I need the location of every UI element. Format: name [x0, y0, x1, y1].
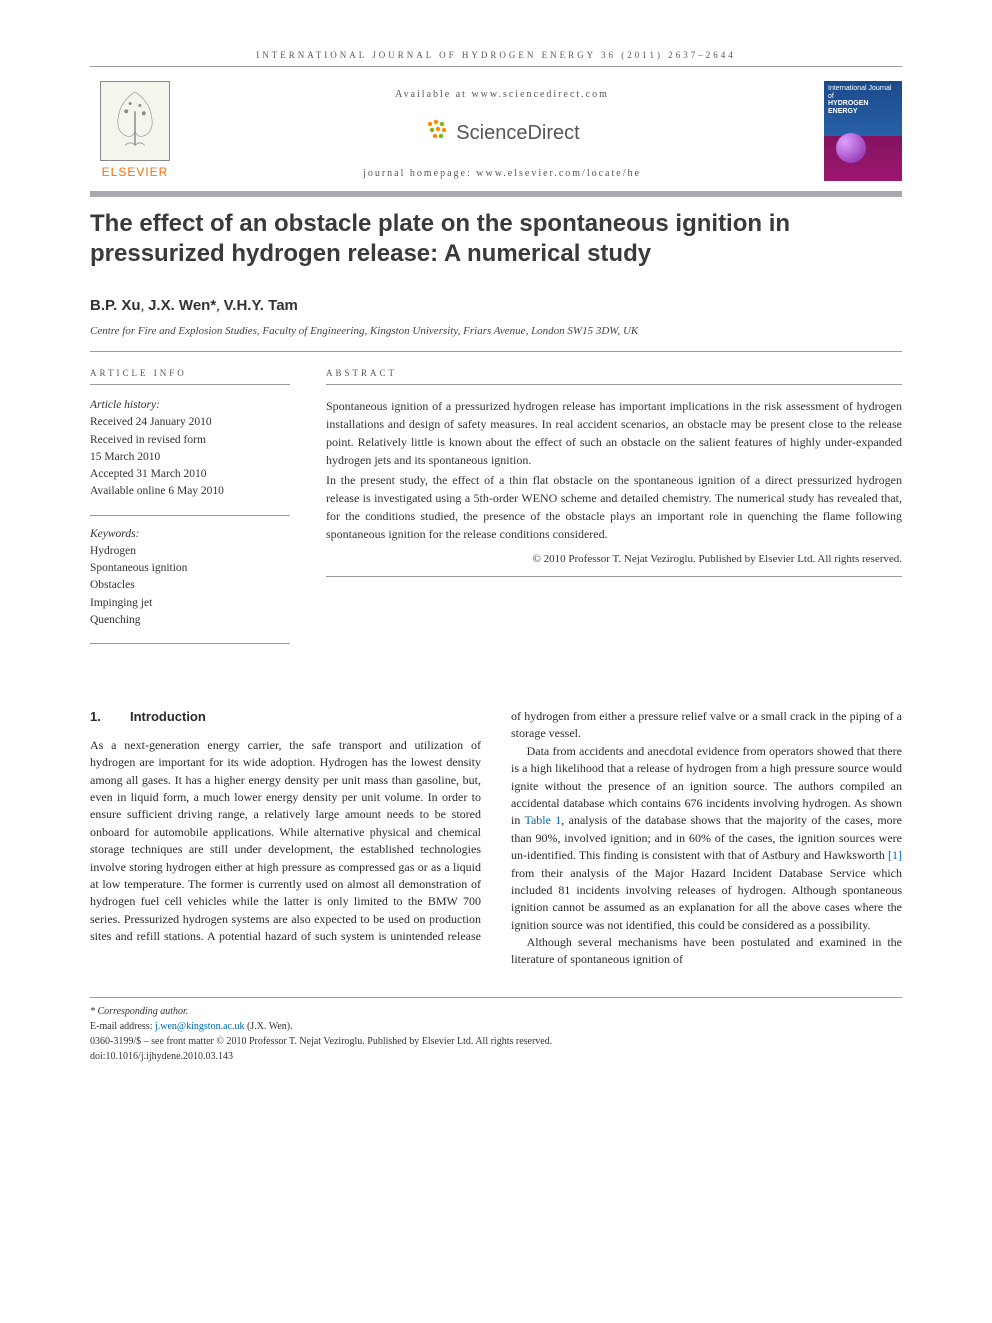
- accepted-date: Accepted 31 March 2010: [90, 466, 290, 483]
- cover-line3: ENERGY: [828, 108, 898, 116]
- title-bar: [90, 191, 902, 197]
- revised-label: Received in revised form: [90, 432, 290, 449]
- revised-date: 15 March 2010: [90, 449, 290, 466]
- info-abstract-row: ARTICLE INFO Article history: Received 2…: [90, 368, 902, 648]
- available-at-text: Available at www.sciencedirect.com: [180, 89, 824, 100]
- author-2: J.X. Wen: [148, 297, 210, 314]
- author-2-corr-mark: *: [210, 297, 216, 314]
- keyword-1: Hydrogen: [90, 543, 290, 560]
- received-date: Received 24 January 2010: [90, 414, 290, 431]
- section-1-title: Introduction: [130, 709, 206, 724]
- sciencedirect-dots-icon: [424, 118, 450, 148]
- abstract-heading: ABSTRACT: [326, 368, 902, 385]
- sciencedirect-wordmark: ScienceDirect: [456, 122, 579, 145]
- article-info: ARTICLE INFO Article history: Received 2…: [90, 368, 290, 648]
- keywords-block: Keywords: Hydrogen Spontaneous ignition …: [90, 526, 290, 630]
- rule-below-keywords: [90, 643, 290, 644]
- sciencedirect-logo: ScienceDirect: [424, 118, 579, 148]
- author-3: V.H.Y. Tam: [224, 297, 298, 314]
- body-p2c: from their analysis of the Major Hazard …: [511, 866, 902, 932]
- abstract-body: Spontaneous ignition of a pressurized hy…: [326, 397, 902, 568]
- header-center: Available at www.sciencedirect.com Scien…: [180, 81, 824, 179]
- email-line: E-mail address: j.wen@kingston.ac.uk (J.…: [90, 1019, 902, 1034]
- abstract-copyright: © 2010 Professor T. Nejat Veziroglu. Pub…: [326, 551, 902, 568]
- body-p3: Although several mechanisms have been po…: [511, 934, 902, 969]
- body-p2b: , analysis of the database shows that th…: [511, 813, 902, 862]
- elsevier-tree-icon: [100, 81, 170, 161]
- article-history: Article history: Received 24 January 201…: [90, 397, 290, 501]
- history-label: Article history:: [90, 397, 290, 414]
- journal-header: INTERNATIONAL JOURNAL OF HYDROGEN ENERGY…: [90, 50, 902, 67]
- citation-1-link[interactable]: [1]: [888, 848, 902, 862]
- authors-line: B.P. Xu, J.X. Wen*, V.H.Y. Tam: [90, 297, 902, 315]
- abstract: ABSTRACT Spontaneous ignition of a press…: [326, 368, 902, 648]
- rule-above-info: [90, 351, 902, 352]
- body-text: 1.Introduction As a next-generation ener…: [90, 708, 902, 969]
- issn-line: 0360-3199/$ – see front matter © 2010 Pr…: [90, 1034, 902, 1049]
- email-who: (J.X. Wen).: [244, 1021, 292, 1032]
- header-banner: ELSEVIER Available at www.sciencedirect.…: [90, 81, 902, 181]
- corresponding-author: * Corresponding author.: [90, 1004, 902, 1019]
- footer: * Corresponding author. E-mail address: …: [90, 997, 902, 1064]
- homepage-text: journal homepage: www.elsevier.com/locat…: [180, 168, 824, 179]
- elsevier-wordmark: ELSEVIER: [102, 165, 169, 179]
- body-p2: Data from accidents and anecdotal eviden…: [511, 743, 902, 934]
- keyword-2: Spontaneous ignition: [90, 560, 290, 577]
- article-info-heading: ARTICLE INFO: [90, 368, 290, 385]
- keyword-4: Impinging jet: [90, 595, 290, 612]
- email-label: E-mail address:: [90, 1021, 155, 1032]
- cover-line2: HYDROGEN: [828, 100, 898, 108]
- keyword-3: Obstacles: [90, 577, 290, 594]
- elsevier-logo: ELSEVIER: [90, 81, 180, 179]
- keyword-5: Quenching: [90, 612, 290, 629]
- abstract-p2: In the present study, the effect of a th…: [326, 471, 902, 543]
- section-1-heading: 1.Introduction: [90, 708, 481, 727]
- table-1-link[interactable]: Table 1: [524, 813, 561, 827]
- author-1: B.P. Xu: [90, 297, 141, 314]
- doi-line: doi:10.1016/j.ijhydene.2010.03.143: [90, 1049, 902, 1064]
- cover-sphere-icon: [836, 133, 866, 163]
- keywords-label: Keywords:: [90, 526, 290, 543]
- cover-line1: International Journal of: [828, 85, 898, 100]
- online-date: Available online 6 May 2010: [90, 483, 290, 500]
- affiliation: Centre for Fire and Explosion Studies, F…: [90, 325, 902, 337]
- rule-below-abstract: [326, 576, 902, 577]
- journal-cover-thumbnail: International Journal of HYDROGEN ENERGY: [824, 81, 902, 181]
- email-link[interactable]: j.wen@kingston.ac.uk: [155, 1021, 244, 1032]
- abstract-p1: Spontaneous ignition of a pressurized hy…: [326, 397, 902, 469]
- section-1-number: 1.: [90, 708, 130, 727]
- rule-keywords: [90, 515, 290, 516]
- article-title: The effect of an obstacle plate on the s…: [90, 209, 902, 269]
